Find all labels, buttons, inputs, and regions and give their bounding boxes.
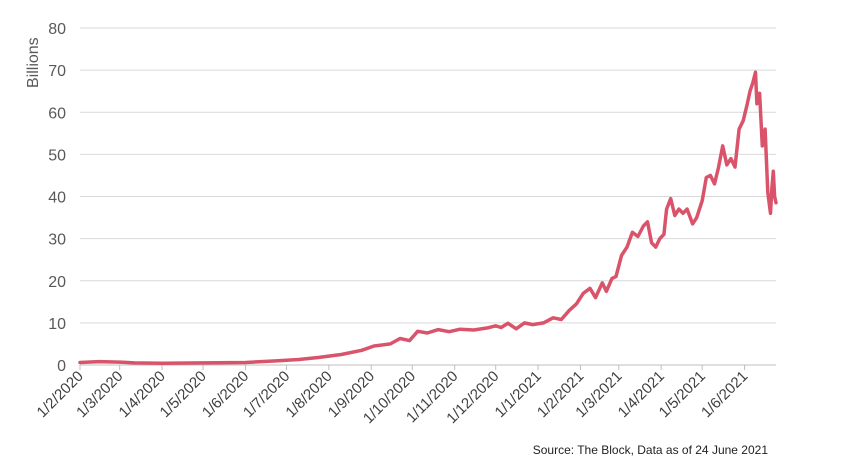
source-note: Source: The Block, Data as of 24 June 20…	[532, 443, 768, 457]
line-chart: 0 10 20 30 40 50 60 70 80 1/2/20201/3/20201/4/20…	[25, 21, 778, 427]
x-tick-label: 1/6/2021	[698, 368, 751, 421]
y-tick-label: 70	[48, 63, 66, 80]
y-axis-ticks: 0 10 20 30 40 50 60 70 80	[48, 21, 66, 375]
x-axis-ticks: 1/2/20201/3/20201/4/20201/5/20201/6/2020…	[34, 365, 751, 427]
gridlines	[80, 27, 776, 366]
series-line	[78, 70, 778, 366]
y-tick-label: 30	[48, 232, 66, 249]
y-tick-label: 20	[48, 274, 66, 291]
y-axis-label: Billions	[25, 37, 42, 88]
y-tick-label: 80	[48, 21, 66, 38]
y-tick-label: 40	[48, 190, 66, 207]
y-tick-label: 10	[48, 316, 66, 333]
y-tick-label: 0	[57, 358, 66, 375]
y-tick-label: 60	[48, 105, 66, 122]
y-tick-label: 50	[48, 147, 66, 164]
